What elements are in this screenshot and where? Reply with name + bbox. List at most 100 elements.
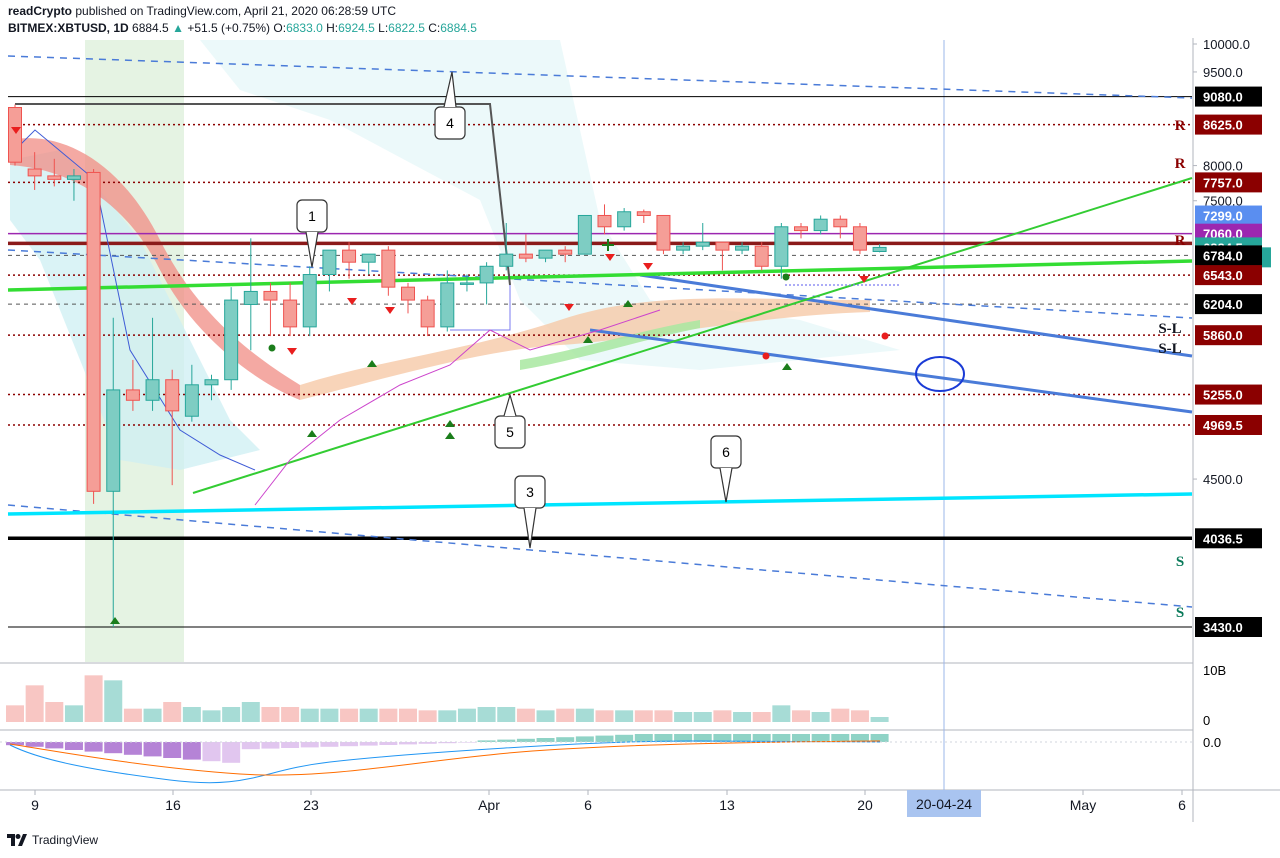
- green-trendline-rising: [192, 177, 1193, 494]
- price-label-box: [1195, 245, 1262, 266]
- time-tick-label: 6: [584, 797, 592, 813]
- volume-bar: [831, 708, 850, 722]
- volume-bar: [6, 705, 24, 722]
- macd-histogram-bar: [733, 734, 752, 742]
- volume-bar: [202, 710, 221, 722]
- time-tick-label: 6: [1178, 797, 1186, 813]
- candle-body: [872, 246, 887, 252]
- level-marker-label: S-L: [1158, 321, 1181, 337]
- macd-histogram-bar: [25, 742, 44, 747]
- candle-body: [47, 175, 62, 180]
- channel-line-lower: [589, 328, 1193, 414]
- callout-label: 3: [526, 484, 534, 500]
- volume-bar: [575, 708, 594, 722]
- trendline-dashed: [7, 55, 1193, 99]
- candle-body: [617, 211, 632, 228]
- candle-body: [224, 299, 239, 381]
- author-name[interactable]: readCrypto: [8, 4, 73, 18]
- macd-histogram-bar: [281, 742, 300, 748]
- candle-body: [558, 249, 573, 255]
- volume-bar: [733, 712, 752, 722]
- candle-body: [8, 106, 22, 163]
- macd-histogram-bar: [320, 742, 339, 747]
- price-label: 4036.5: [1203, 531, 1243, 546]
- candle-body: [479, 265, 494, 284]
- price-tick-label: 10000.0: [1203, 37, 1250, 52]
- volume-bar: [163, 702, 182, 722]
- volume-bar: [811, 712, 830, 722]
- level-marker-label: S: [1176, 554, 1184, 570]
- cross-marker-icon: [602, 239, 614, 251]
- footer-brand[interactable]: TradingView: [32, 833, 99, 847]
- low-label: L:: [378, 21, 389, 35]
- candle-body: [459, 282, 474, 285]
- volume-bar: [182, 707, 201, 722]
- time-tick-label: 20: [857, 797, 873, 813]
- trendline-dashed: [7, 504, 1193, 608]
- price-label-box: [1195, 414, 1262, 435]
- macd-histogram-bar: [359, 742, 378, 746]
- macd-histogram-bar: [772, 734, 791, 742]
- callout-tail: [503, 392, 517, 417]
- macd-histogram-bar: [693, 734, 712, 742]
- volume-bar: [850, 710, 869, 722]
- time-tick-label: 13: [719, 797, 735, 813]
- volume-bar: [340, 708, 359, 722]
- macd-histogram-bar: [556, 737, 575, 742]
- callout-balloon: 5: [494, 392, 526, 449]
- candle-body: [676, 245, 691, 251]
- signal-dot: [268, 344, 276, 352]
- candle-body: [636, 211, 651, 216]
- price-label: 4969.5: [1203, 418, 1243, 433]
- signal-dot: [881, 332, 889, 340]
- signal-dot: [782, 273, 790, 281]
- candle-body: [106, 389, 121, 492]
- macd-histogram-bar: [45, 742, 64, 749]
- macd-histogram-bar: [379, 742, 398, 745]
- macd-histogram-bar: [418, 742, 437, 744]
- macd-histogram-bar: [222, 742, 241, 763]
- high-value: 6924.5: [338, 21, 375, 35]
- price-label: 9080.0: [1203, 90, 1243, 105]
- level-marker-label: R: [1175, 156, 1186, 172]
- candle-body: [86, 171, 101, 492]
- volume-bar: [300, 708, 319, 722]
- macd-histogram-bar: [438, 742, 457, 744]
- buy-signal-icon: [110, 617, 120, 624]
- signal-dot: [762, 352, 770, 360]
- callout-tail: [719, 467, 733, 503]
- price-label: 5860.0: [1203, 328, 1243, 343]
- cloud-band: [200, 40, 900, 370]
- cursor-date-box: [907, 790, 981, 817]
- candle-body: [125, 389, 140, 401]
- candle-body: [852, 226, 867, 251]
- candle-body: [538, 249, 553, 259]
- macd-histogram-bar: [241, 742, 260, 750]
- symbol-label[interactable]: BITMEX:XBTUSD, 1D: [8, 21, 129, 35]
- open-label: O:: [273, 21, 287, 35]
- price-label-box: [1195, 384, 1262, 405]
- volume-axis-label: 10B: [1203, 663, 1226, 678]
- channel-line-upper: [639, 273, 1193, 358]
- volume-bar: [693, 712, 712, 722]
- low-value: 6822.5: [388, 21, 425, 35]
- sell-signal-icon: [859, 276, 869, 283]
- price-label-box: [1195, 114, 1262, 135]
- price-label: 6543.0: [1203, 268, 1243, 283]
- time-tick-label: 23: [303, 797, 319, 813]
- volume-bar: [222, 707, 241, 722]
- volume-bar: [497, 707, 516, 722]
- last-price: 6884.5: [132, 21, 169, 35]
- macd-histogram-bar: [831, 734, 850, 742]
- macd-histogram-bar: [615, 734, 634, 742]
- volume-bar: [104, 680, 123, 722]
- indicator-line-magenta: [254, 309, 661, 506]
- volume-bar: [536, 710, 555, 722]
- candle-body: [813, 218, 828, 232]
- cyan-trendline: [7, 492, 1193, 516]
- tradingview-logo-icon: [7, 834, 27, 846]
- level-marker-label: S: [1176, 605, 1184, 621]
- sell-signal-icon: [643, 263, 653, 270]
- ma-ribbon: [520, 320, 700, 370]
